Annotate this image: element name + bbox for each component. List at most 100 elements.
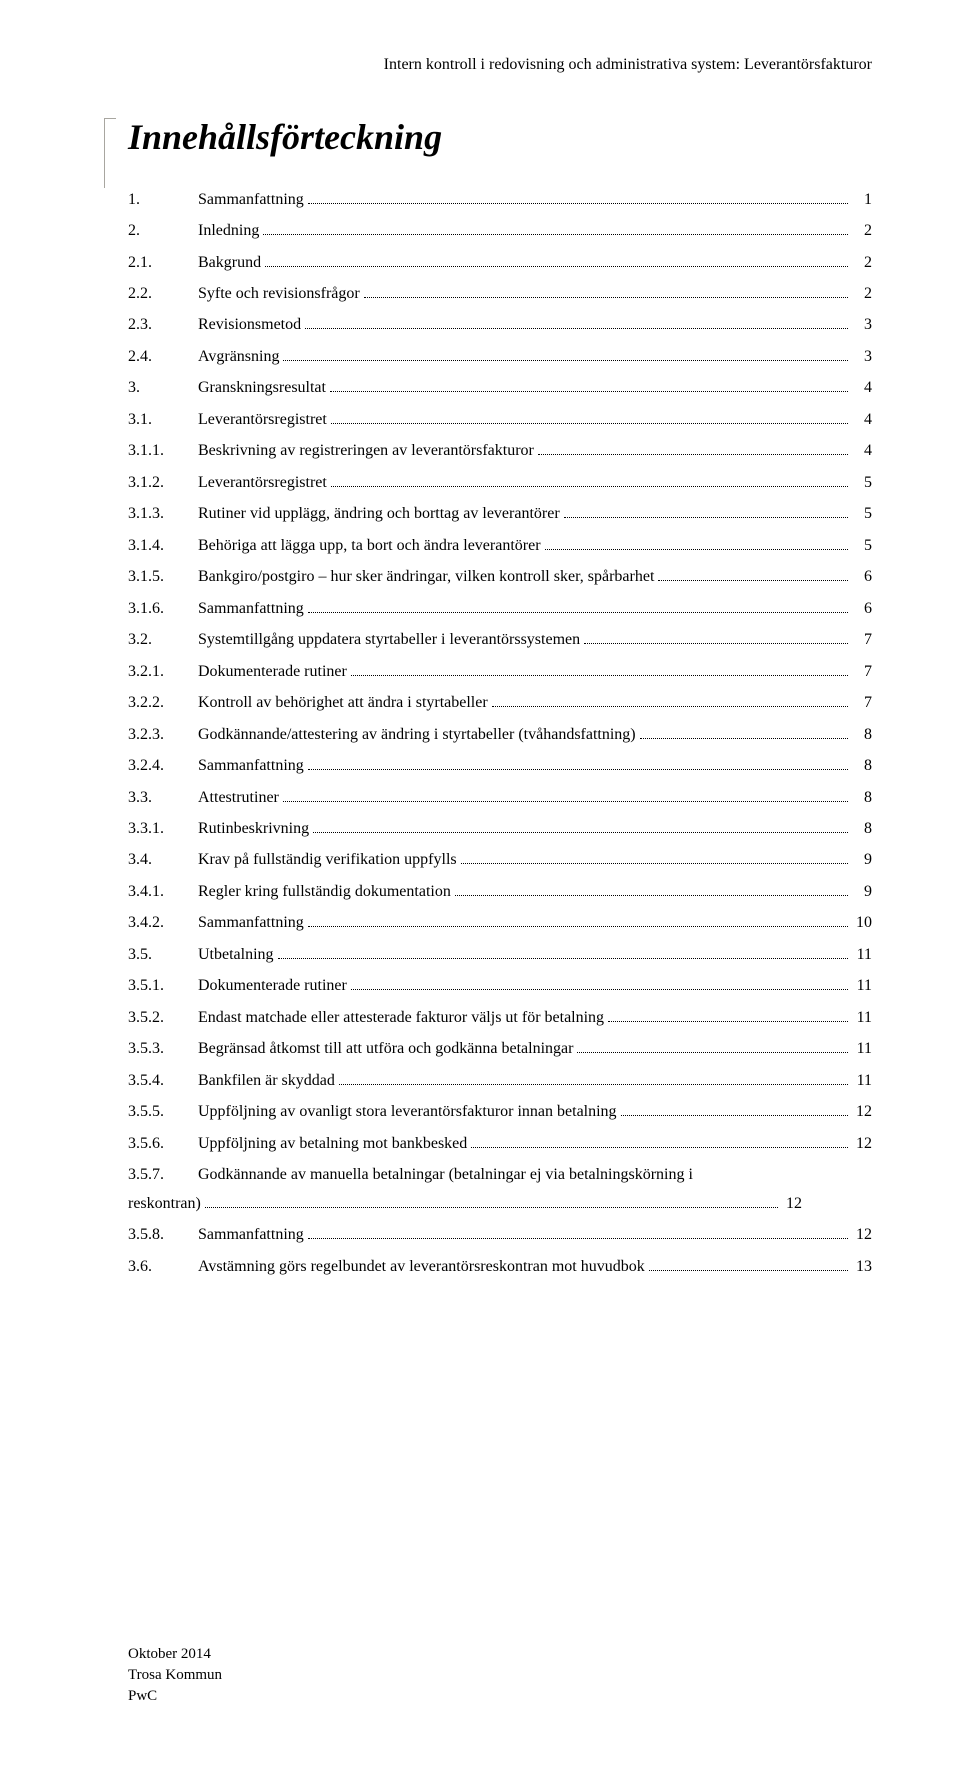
toc-entry-number: 3.1.4. — [128, 532, 198, 560]
toc-entry-label: Godkännande/attestering av ändring i sty… — [198, 721, 636, 749]
toc-entry: 3.5.2.Endast matchade eller attesterade … — [128, 1004, 872, 1032]
toc-entry: 3.4.2.Sammanfattning10 — [128, 909, 872, 937]
toc-entry: 3.3.Attestrutiner8 — [128, 784, 872, 812]
toc-entry: 2.Inledning2 — [128, 217, 872, 245]
toc-entry-body: Avstämning görs regelbundet av leverantö… — [198, 1253, 872, 1281]
toc-entry-label: Utbetalning — [198, 941, 274, 969]
document-header: Intern kontroll i redovisning och admini… — [128, 56, 872, 74]
toc-entry-number: 3.1. — [128, 406, 198, 434]
toc-leader-dots — [577, 1037, 848, 1053]
toc-entry: 3.6.Avstämning görs regelbundet av lever… — [128, 1253, 872, 1281]
toc-entry-page: 8 — [852, 815, 872, 843]
toc-entry-number: 3.1.5. — [128, 563, 198, 591]
toc-entry-label: Endast matchade eller attesterade faktur… — [198, 1004, 604, 1032]
toc-entry-label: Bakgrund — [198, 249, 261, 277]
toc-entry: 3.5.3.Begränsad åtkomst till att utföra … — [128, 1035, 872, 1063]
toc-entry: 3.2.Systemtillgång uppdatera styrtabelle… — [128, 626, 872, 654]
toc-entry-number: 3.5.4. — [128, 1067, 198, 1095]
toc-leader-dots — [545, 534, 848, 550]
toc-entry-body: Sammanfattning1 — [198, 186, 872, 214]
toc-entry: 3.4.1.Regler kring fullständig dokumenta… — [128, 878, 872, 906]
toc-entry-body: Uppföljning av betalning mot bankbesked1… — [198, 1130, 872, 1158]
toc-entry-label: Avstämning görs regelbundet av leverantö… — [198, 1253, 645, 1281]
footer-org: Trosa Kommun — [128, 1665, 222, 1686]
toc-entry-page: 11 — [852, 941, 872, 969]
toc-entry-label: Systemtillgång uppdatera styrtabeller i … — [198, 626, 580, 654]
toc-entry-number: 3.5.3. — [128, 1035, 198, 1063]
toc-entry-number: 3.1.6. — [128, 595, 198, 623]
toc-entry-label: Kontroll av behörighet att ändra i styrt… — [198, 689, 488, 717]
toc-leader-dots — [308, 911, 848, 927]
toc-entry: 3.5.8.Sammanfattning 12 — [128, 1221, 872, 1249]
toc-leader-dots — [492, 691, 848, 707]
toc-entry-label: Syfte och revisionsfrågor — [198, 280, 360, 308]
toc-entry-label: Inledning — [198, 217, 259, 245]
toc-entry-number: 2.1. — [128, 249, 198, 277]
toc-entry: 3.2.2.Kontroll av behörighet att ändra i… — [128, 689, 872, 717]
toc-entry: 3.1.1.Beskrivning av registreringen av l… — [128, 437, 872, 465]
toc-entry-page: 12 — [782, 1190, 802, 1218]
toc-entry-number: 3.2.4. — [128, 752, 198, 780]
toc-entry-number: 2.2. — [128, 280, 198, 308]
toc-entry-page: 2 — [852, 280, 872, 308]
toc-entry-body: Dokumenterade rutiner7 — [198, 658, 872, 686]
toc-entry-page: 8 — [852, 721, 872, 749]
toc-entry-label: Leverantörsregistret — [198, 406, 327, 434]
toc-entry-label: Rutiner vid upplägg, ändring och borttag… — [198, 500, 560, 528]
toc-entry: 3.2.4.Sammanfattning8 — [128, 752, 872, 780]
toc-entry: 3.5.1.Dokumenterade rutiner11 — [128, 972, 872, 1000]
toc-entry: 1.Sammanfattning1 — [128, 186, 872, 214]
toc-leader-dots — [621, 1100, 848, 1116]
toc-entry: 3.1.5.Bankgiro/postgiro – hur sker ändri… — [128, 563, 872, 591]
toc-entry-number: 3.2.2. — [128, 689, 198, 717]
toc-entry-page: 12 — [852, 1130, 872, 1158]
toc-entry: 2.1.Bakgrund 2 — [128, 249, 872, 277]
toc-leader-dots — [608, 1006, 848, 1022]
toc-leader-dots — [308, 1223, 848, 1239]
toc-entry: 3.5.6.Uppföljning av betalning mot bankb… — [128, 1130, 872, 1158]
toc-entry-label: Bankgiro/postgiro – hur sker ändringar, … — [198, 563, 654, 591]
toc-entry-body: Systemtillgång uppdatera styrtabeller i … — [198, 626, 872, 654]
toc-entry-label: Sammanfattning — [198, 186, 304, 214]
toc-entry-page: 12 — [852, 1221, 872, 1249]
toc-entry-label: Behöriga att lägga upp, ta bort och ändr… — [198, 532, 541, 560]
toc-entry: 3.4.Krav på fullständig verifikation upp… — [128, 846, 872, 874]
toc-entry-page: 8 — [852, 752, 872, 780]
toc-entry-label: Krav på fullständig verifikation uppfyll… — [198, 846, 457, 874]
toc-entry-number: 3.2.3. — [128, 721, 198, 749]
toc-entry-body: Inledning2 — [198, 217, 872, 245]
toc-entry-label: Regler kring fullständig dokumentation — [198, 878, 451, 906]
toc-leader-dots — [538, 439, 848, 455]
toc-entry-number: 3. — [128, 374, 198, 402]
toc-leader-dots — [265, 251, 848, 267]
toc-leader-dots — [278, 943, 848, 959]
toc-entry-body: Endast matchade eller attesterade faktur… — [198, 1004, 872, 1032]
toc-leader-dots — [308, 188, 848, 204]
toc-entry-page: 7 — [852, 626, 872, 654]
toc-entry-body: Begränsad åtkomst till att utföra och go… — [198, 1035, 872, 1063]
toc-entry-number: 3.4.2. — [128, 909, 198, 937]
toc-entry-body: Leverantörsregistret5 — [198, 469, 872, 497]
toc-entry-page: 4 — [852, 406, 872, 434]
toc-entry-number: 3.4.1. — [128, 878, 198, 906]
toc-leader-dots — [308, 597, 848, 613]
toc-entry-page: 6 — [852, 563, 872, 591]
toc-leader-dots — [205, 1192, 778, 1208]
toc-entry-page: 13 — [852, 1253, 872, 1281]
toc-leader-dots — [455, 880, 848, 896]
toc-entry-page: 2 — [852, 249, 872, 277]
toc-entry-page: 11 — [852, 1035, 872, 1063]
toc-leader-dots — [471, 1132, 848, 1148]
toc-entry-number: 3.5.8. — [128, 1221, 198, 1249]
toc-entry-number: 3.2. — [128, 626, 198, 654]
toc-entry-body: Uppföljning av ovanligt stora leverantör… — [198, 1098, 872, 1126]
toc-leader-dots — [364, 282, 848, 298]
toc-leader-dots — [331, 471, 848, 487]
toc-leader-dots — [640, 723, 848, 739]
toc-entry-body: Sammanfattning 12 — [198, 1221, 872, 1249]
toc-entry-label: Sammanfattning — [198, 1221, 304, 1249]
page-footer: Oktober 2014 Trosa Kommun PwC — [128, 1644, 222, 1707]
toc-leader-dots — [283, 786, 848, 802]
toc-entry: 3.1.3.Rutiner vid upplägg, ändring och b… — [128, 500, 872, 528]
title-bracket-decoration — [104, 118, 116, 188]
